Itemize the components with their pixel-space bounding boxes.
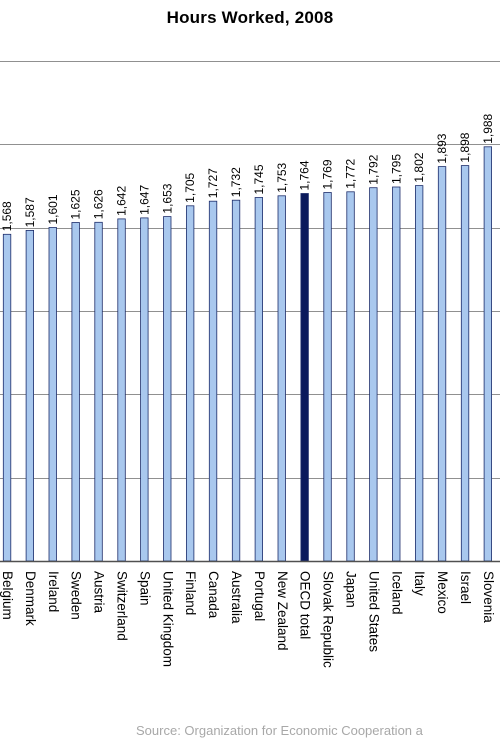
value-label-finland: 1,705 [183,172,197,202]
bar-austria [94,221,103,562]
category-label-spain: Spain [137,571,152,606]
value-label-united-kingdom: 1,653 [160,183,174,213]
bar-iceland [392,186,401,562]
value-label-mexico: 1,893 [435,133,449,163]
category-label-switzerland: Switzerland [115,571,130,641]
bar-oecd-total [300,193,309,562]
category-label-slovenia: Slovenia [481,571,496,623]
bar-denmark [25,229,35,562]
category-label-united-kingdom: United Kingdom [160,571,175,667]
category-label-italy: Italy [412,571,427,596]
bar-canada [208,200,218,562]
value-label-switzerland: 1,642 [115,186,129,216]
category-label-japan: Japan [344,571,359,608]
bar-israel [460,165,470,562]
value-label-united-states: 1,792 [366,154,380,184]
category-labels: Belgium Denmark Ireland Sweden Austria Switze… [0,571,496,668]
value-label-israel: 1,898 [458,132,472,162]
value-labels: 1,568 1,587 1,601 1,625 1,626 1,642 1,647 1,653… [0,113,495,231]
bar-united-states [369,187,378,562]
category-label-austria: Austria [92,571,107,614]
category-label-iceland: Iceland [389,571,404,615]
bar-sweden [71,222,80,562]
bar-finland [185,205,195,562]
category-label-united-states: United States [366,571,381,652]
category-label-slovak-republic: Slovak Republic [321,571,336,668]
bar-spain [140,217,149,562]
category-label-israel: Israel [458,571,473,604]
bar-belgium [2,233,12,562]
value-label-new-zealand: 1,753 [275,162,289,192]
category-label-portugal: Portugal [252,571,267,621]
value-label-japan: 1,772 [344,158,358,188]
value-label-iceland: 1,795 [389,154,403,184]
value-label-ireland: 1,601 [46,194,60,224]
bar-mexico [437,166,447,562]
bar-switzerland [117,218,126,562]
category-label-sweden: Sweden [69,571,84,620]
category-label-denmark: Denmark [23,571,38,626]
bar-slovak-republic [323,192,332,562]
category-label-oecd-total: OECD total [298,571,313,639]
bar-united-kingdom [163,216,172,562]
category-label-new-zealand: New Zealand [275,571,290,651]
value-label-portugal: 1,745 [252,164,266,194]
bar-ireland [48,227,57,562]
value-label-slovenia: 1,988 [481,113,495,143]
category-label-belgium: Belgium [0,571,15,620]
chart-title: Hours Worked, 2008 [166,8,334,27]
value-label-austria: 1,626 [92,189,106,219]
value-label-slovak-republic: 1,769 [321,159,335,189]
value-label-denmark: 1,587 [23,197,37,227]
value-label-sweden: 1,625 [69,189,83,219]
value-label-spain: 1,647 [137,185,151,215]
bar-australia [231,199,241,562]
category-label-australia: Australia [229,571,244,624]
bar-new-zealand [277,195,286,562]
value-label-belgium: 1,568 [0,201,14,231]
category-label-canada: Canada [206,571,221,619]
bar-italy [414,185,424,562]
category-label-ireland: Ireland [46,571,61,612]
value-label-australia: 1,732 [229,167,243,197]
bar-slovenia [483,146,493,562]
bar-portugal [254,197,264,562]
value-label-canada: 1,727 [206,168,220,198]
value-label-italy: 1,802 [412,152,426,182]
category-label-mexico: Mexico [435,571,450,614]
source-note: Source: Organization for Economic Cooper… [136,723,423,738]
bar-japan [346,191,355,562]
bars [2,146,493,562]
category-label-finland: Finland [183,571,198,615]
value-label-oecd-total: 1,764 [298,160,312,190]
